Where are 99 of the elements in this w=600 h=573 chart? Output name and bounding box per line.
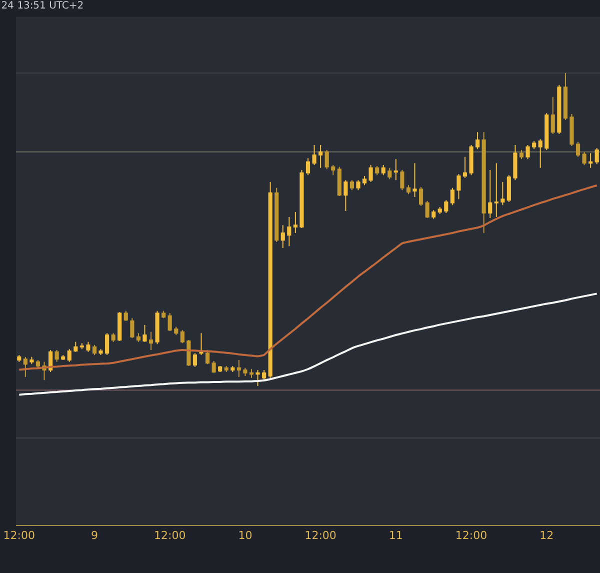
candlestick xyxy=(148,331,154,351)
candlestick xyxy=(344,180,348,212)
chart-title: 24 13:51 UTC+2 xyxy=(1,0,84,12)
candlestick xyxy=(224,366,228,372)
candlestick xyxy=(192,352,198,368)
x-tick-label: 12 xyxy=(540,529,554,542)
candlestick xyxy=(111,332,116,342)
candlestick xyxy=(563,72,568,120)
candlestick xyxy=(318,144,323,168)
candlestick xyxy=(582,151,586,166)
candlestick xyxy=(249,368,254,378)
candlestick xyxy=(74,341,78,352)
candlestick xyxy=(236,360,241,378)
candlestick xyxy=(444,200,448,214)
candlestick xyxy=(243,367,248,377)
candlestick xyxy=(180,330,184,344)
candlestick xyxy=(98,348,103,356)
x-tick-label: 11 xyxy=(388,529,403,542)
candlestick xyxy=(469,144,474,176)
candlestick xyxy=(412,162,417,198)
x-tick-label: 12:00 xyxy=(304,529,336,542)
candlestick xyxy=(532,140,536,150)
candlestick xyxy=(61,354,66,361)
candlestick xyxy=(331,164,336,176)
candlestick xyxy=(362,176,367,186)
candlestick xyxy=(174,326,178,336)
candlestick xyxy=(136,332,140,342)
candlestick xyxy=(381,164,386,176)
candlestick xyxy=(312,144,316,166)
candlestick xyxy=(476,132,480,150)
candlestick xyxy=(124,310,128,322)
candlestick xyxy=(212,360,216,374)
candlestick xyxy=(300,170,304,228)
candlestick xyxy=(280,224,285,248)
candlestick xyxy=(494,162,498,218)
candlestick xyxy=(482,132,486,234)
candlestick xyxy=(67,348,72,362)
candlestick xyxy=(118,312,122,342)
candlestick xyxy=(337,166,342,197)
x-tick-label: 12:00 xyxy=(455,529,488,542)
candlestick xyxy=(375,165,380,176)
candlestick xyxy=(538,138,542,168)
candlestick xyxy=(155,310,160,345)
candlestick xyxy=(488,170,492,218)
candlestick xyxy=(570,114,574,146)
candlestick xyxy=(17,354,22,362)
candlestick xyxy=(105,332,110,356)
candlestick xyxy=(418,186,424,207)
candlestick xyxy=(438,206,442,214)
x-tick-label: 9 xyxy=(90,529,98,542)
candlestick xyxy=(400,170,404,191)
candlestick xyxy=(30,356,34,365)
candlestick xyxy=(557,84,562,135)
x-tick-label: 10 xyxy=(238,529,252,542)
candlestick xyxy=(350,180,354,191)
candlestick xyxy=(506,174,511,202)
candlestick xyxy=(86,341,90,352)
candlestick xyxy=(36,360,40,368)
x-tick-label: 12:00 xyxy=(154,529,186,542)
candlestick xyxy=(274,187,279,243)
candlestick xyxy=(92,344,97,356)
candlestick xyxy=(519,150,524,160)
candlestick xyxy=(23,356,28,378)
candlestick xyxy=(287,216,292,247)
candlestick xyxy=(513,144,518,181)
candlestick xyxy=(406,184,411,195)
candlestick xyxy=(199,332,204,356)
candlestick xyxy=(80,342,84,350)
candlestick xyxy=(594,148,599,165)
candlestick xyxy=(588,152,593,168)
candlestick xyxy=(456,174,461,200)
candlestick xyxy=(218,366,222,372)
candlestick xyxy=(550,96,555,135)
candlestick xyxy=(368,164,373,182)
candlestick xyxy=(394,158,398,181)
candlestick xyxy=(388,167,392,180)
candlestick xyxy=(576,141,580,158)
candlestick xyxy=(54,350,59,362)
candlestick xyxy=(230,366,235,372)
candlestick xyxy=(356,180,360,191)
candlestick xyxy=(500,181,505,206)
candlestick xyxy=(256,370,260,387)
candlestick xyxy=(262,370,266,381)
candlestick xyxy=(425,200,430,218)
candlestick xyxy=(462,156,468,178)
candlestick xyxy=(526,144,530,160)
candlestick xyxy=(324,150,329,170)
candlestick xyxy=(268,181,272,378)
x-tick-label: 12:00 xyxy=(3,529,35,542)
candlestick xyxy=(450,187,454,206)
candlestick xyxy=(205,350,210,365)
candlestick xyxy=(142,324,147,342)
candlestick xyxy=(432,210,436,220)
candlestick xyxy=(162,310,166,319)
candlestick xyxy=(168,312,172,332)
candlestick xyxy=(130,318,134,339)
candlestick xyxy=(293,212,298,234)
candlestick xyxy=(306,158,310,176)
candlestick xyxy=(544,112,549,151)
